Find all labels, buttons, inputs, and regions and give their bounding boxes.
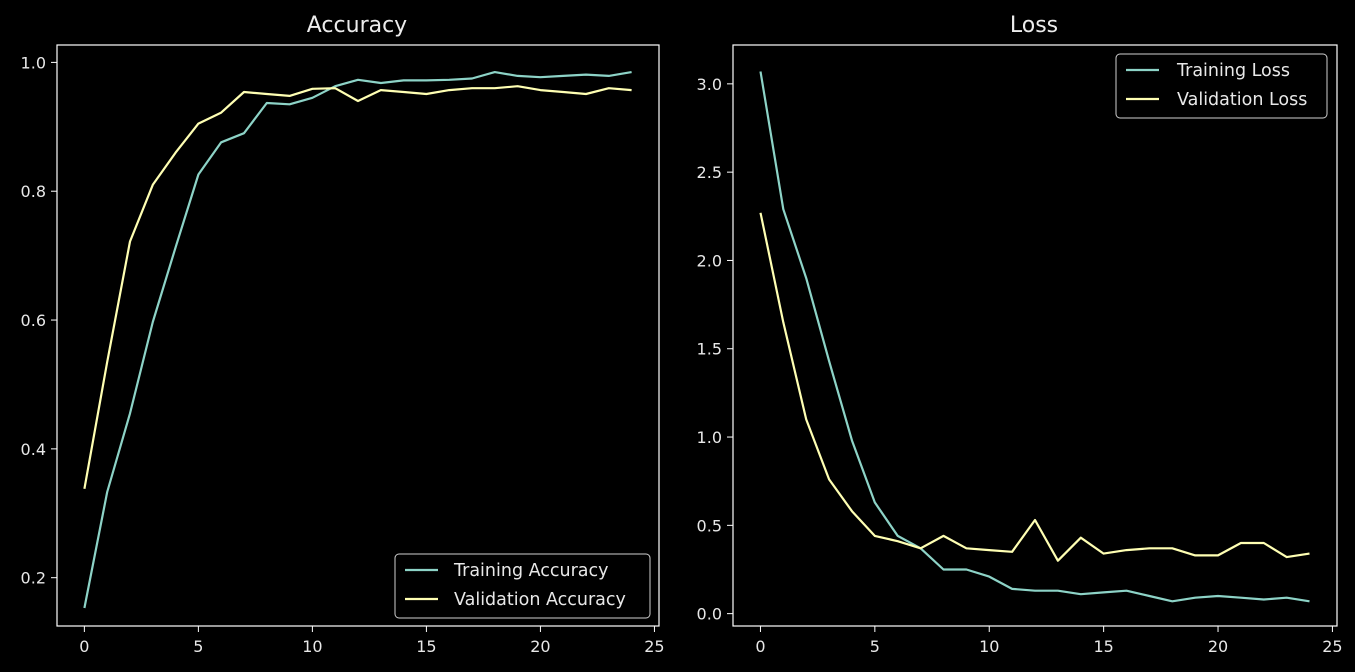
x-tick-label: 0 (755, 637, 765, 656)
series-line (83, 85, 632, 489)
legend: Training Accuracy Validation Accuracy (394, 553, 651, 619)
x-tick-label: 10 (979, 637, 999, 656)
series-line (759, 71, 1310, 603)
loss-chart: Loss 0 5 10 15 20 25 0.0 0.5 1.0 1.5 2.0 2.5 3.0 Tr… (697, 13, 1343, 656)
x-tick-label: 15 (416, 637, 436, 656)
y-tick-label: 1.5 (697, 340, 722, 359)
y-tick-label: 2.0 (697, 251, 722, 270)
legend-label: Validation Accuracy (454, 590, 626, 610)
plot-frame (732, 44, 1338, 627)
legend-label: Training Loss (1176, 61, 1290, 81)
x-tick-label: 0 (79, 637, 89, 656)
series-line (759, 212, 1310, 562)
x-tick-label: 20 (530, 637, 550, 656)
series-line (83, 70, 632, 609)
legend-label: Validation Loss (1177, 90, 1307, 110)
y-tick-label: 0.5 (697, 516, 722, 535)
legend-box (1115, 53, 1328, 119)
x-axis: 0 5 10 15 20 25 (79, 626, 665, 656)
plot-lines (759, 71, 1310, 603)
x-tick-label: 25 (1322, 637, 1342, 656)
x-tick-label: 25 (644, 637, 664, 656)
y-tick-label: 0.0 (697, 605, 722, 624)
y-tick-label: 0.2 (21, 569, 46, 588)
plot-lines (83, 70, 632, 609)
x-tick-label: 20 (1208, 637, 1228, 656)
y-tick-label: 3.0 (697, 75, 722, 94)
x-tick-label: 15 (1093, 637, 1113, 656)
x-tick-label: 10 (302, 637, 322, 656)
y-axis: 0.0 0.5 1.0 1.5 2.0 2.5 3.0 (697, 75, 733, 624)
y-tick-label: 2.5 (697, 163, 722, 182)
y-axis: 0.2 0.4 0.6 0.8 1.0 (21, 53, 57, 588)
y-tick-label: 0.8 (21, 182, 46, 201)
x-axis: 0 5 10 15 20 25 (755, 626, 1343, 656)
legend-box (394, 553, 651, 619)
legend-label: Training Accuracy (453, 561, 609, 581)
y-tick-label: 0.6 (21, 311, 46, 330)
legend: Training Loss Validation Loss (1115, 53, 1328, 119)
chart-title: Loss (1010, 13, 1058, 38)
y-tick-label: 1.0 (21, 53, 46, 72)
y-tick-label: 1.0 (697, 428, 722, 447)
y-tick-label: 0.4 (21, 440, 46, 459)
x-tick-label: 5 (193, 637, 203, 656)
plot-frame (56, 44, 660, 627)
chart-title: Accuracy (307, 13, 407, 38)
accuracy-chart: Accuracy 0 5 10 15 20 25 0.2 0.4 0.6 0.8 1.0 Trai… (21, 13, 665, 656)
x-tick-label: 5 (870, 637, 880, 656)
